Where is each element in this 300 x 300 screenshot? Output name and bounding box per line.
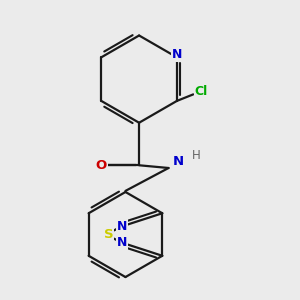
Text: H: H	[191, 149, 200, 163]
Text: N: N	[172, 48, 182, 61]
Text: N: N	[173, 155, 184, 168]
Text: N: N	[117, 236, 127, 249]
Text: N: N	[117, 220, 127, 233]
Text: O: O	[95, 159, 106, 172]
Text: Cl: Cl	[195, 85, 208, 98]
Text: S: S	[103, 228, 113, 241]
